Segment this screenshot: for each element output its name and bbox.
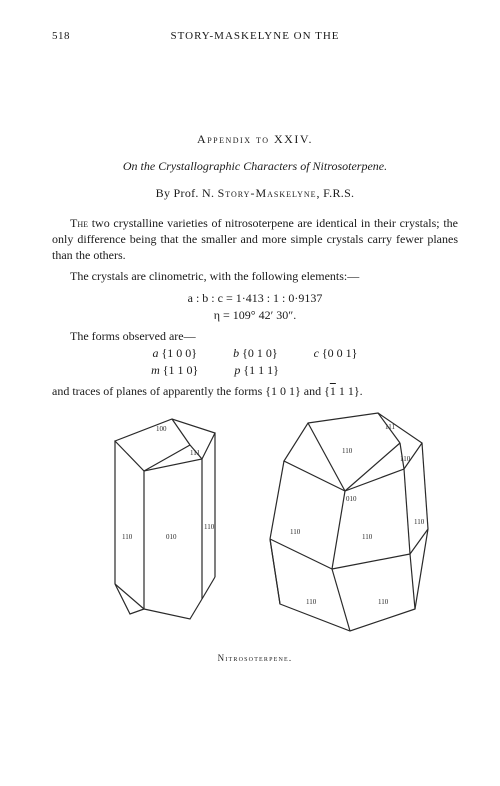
form-a: a {1 0 0} [153,346,198,361]
page-header: 518 STORY-MASKELYNE ON THE [52,30,458,42]
author-suffix: , F.R.S. [317,186,355,200]
form-c: c {0 0 1} [314,346,358,361]
svg-text:100: 100 [156,425,167,433]
svg-text:010: 010 [346,495,357,503]
form-m: m {1 1 0} [151,363,198,378]
paragraph-1: The two crystalline varieties of nitroso… [52,215,458,264]
para1-first-word: The [70,216,88,230]
traces-paragraph: and traces of planes of apparently the f… [52,384,458,399]
paragraph-2: The crystals are clinometric, with the f… [52,268,458,284]
svg-text:110: 110 [400,455,411,463]
appendix-heading: Appendix to XXIV. [52,132,458,147]
form-b: b {0 1 0} [233,346,278,361]
svg-text:110: 110 [204,523,215,531]
svg-text:111: 111 [385,423,395,431]
forms-row-1: a {1 0 0} b {0 1 0} c {0 0 1} [52,346,458,361]
para1-rest: two crystalline varieties of nitrosoterp… [52,216,458,262]
svg-text:110: 110 [306,598,317,606]
author-name: Story-Maskelyne [218,186,317,200]
crystal-svg: 100 111 110 010 110 [70,409,440,649]
crystal-elements: a : b : c = 1·413 : 1 : 0·9137 η = 109° … [52,290,458,324]
figure-caption: Nitrosoterpene. [52,653,458,663]
crystal-figure: 100 111 110 010 110 [52,409,458,663]
svg-text:110: 110 [378,598,389,606]
svg-text:010: 010 [166,533,177,541]
svg-text:110: 110 [414,518,425,526]
svg-text:110: 110 [362,533,373,541]
axial-ratio: a : b : c = 1·413 : 1 : 0·9137 [52,290,458,307]
forms-row-2: m {1 1 0} p {1 1 1} [52,363,458,378]
author-line: By Prof. N. Story-Maskelyne, F.R.S. [52,186,458,201]
article-title: On the Crystallographic Characters of Ni… [52,159,458,174]
author-prefix: By Prof. N. [156,186,218,200]
traces-a: and traces of planes of apparently the f… [52,384,330,398]
svg-text:110: 110 [122,533,133,541]
svg-text:110: 110 [290,528,301,536]
svg-text:111: 111 [190,449,200,457]
eta-angle: η = 109° 42′ 30″. [52,307,458,324]
running-head: STORY-MASKELYNE ON THE [92,30,418,42]
page-number: 518 [52,30,92,42]
svg-text:110: 110 [342,447,353,455]
forms-observed-label: The forms observed are— [52,329,458,344]
traces-b: 1 1}. [336,384,363,398]
form-p: p {1 1 1} [234,363,279,378]
